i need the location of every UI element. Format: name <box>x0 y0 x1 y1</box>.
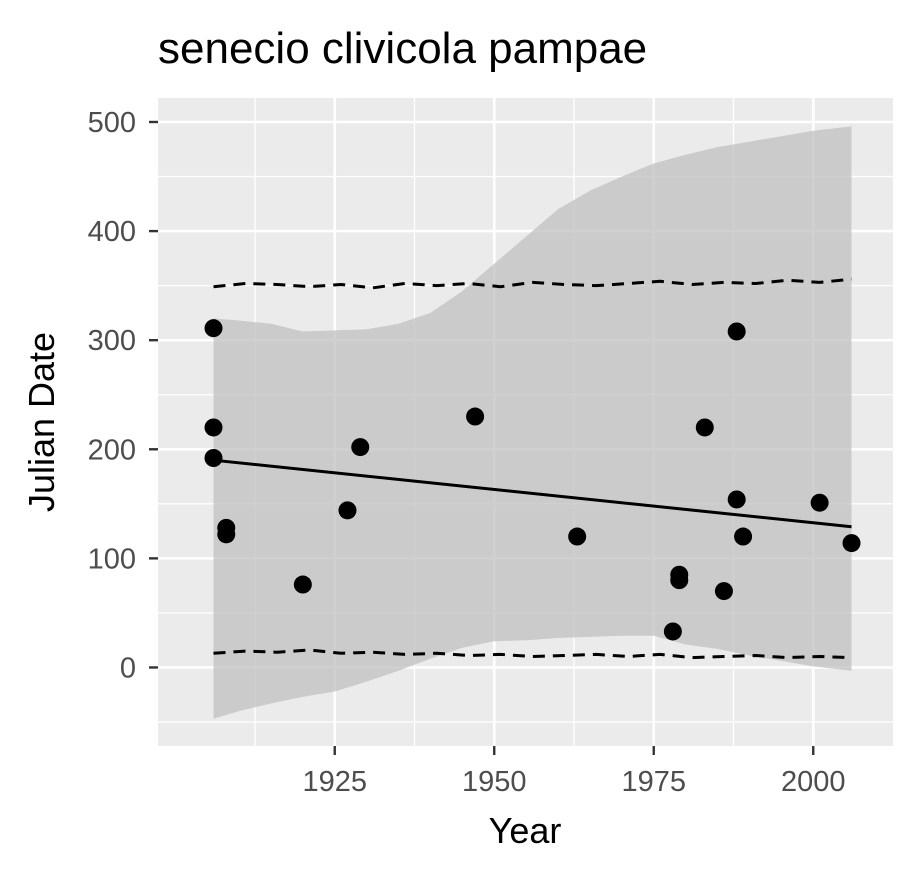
data-point <box>204 449 223 467</box>
data-point <box>670 571 689 590</box>
chart-title: senecio clivicola pampae <box>158 24 647 73</box>
data-point <box>842 534 861 553</box>
data-point <box>204 418 223 437</box>
fit-line <box>213 458 852 529</box>
x-tick-label: 1925 <box>302 766 367 798</box>
data-points <box>204 319 861 641</box>
data-point <box>338 501 357 520</box>
y-tick-label: 0 <box>120 652 136 684</box>
y-tick-label: 100 <box>88 543 136 575</box>
y-tick-label: 500 <box>88 107 136 139</box>
data-point <box>810 493 829 512</box>
x-tick-label: 2000 <box>781 766 846 798</box>
data-point <box>734 527 753 546</box>
data-point <box>695 418 714 437</box>
data-point <box>351 438 370 457</box>
y-axis-title: Julian Date <box>21 332 62 512</box>
data-point <box>217 525 236 544</box>
data-point <box>663 622 682 641</box>
data-point <box>466 407 485 426</box>
confidence-band <box>213 126 852 719</box>
y-tick-label: 400 <box>88 216 136 248</box>
lower-dashed-line <box>213 648 852 660</box>
x-axis: 1925 1950 1975 2000 <box>302 746 846 798</box>
x-axis-title: Year <box>489 810 562 851</box>
x-tick-label: 1975 <box>621 766 686 798</box>
y-axis: 0 100 200 300 400 500 <box>88 107 158 684</box>
data-point <box>727 490 746 509</box>
data-point <box>727 322 746 341</box>
x-tick-label: 1950 <box>462 766 527 798</box>
data-point <box>714 582 733 601</box>
y-tick-label: 200 <box>88 434 136 466</box>
data-point <box>568 527 587 546</box>
upper-dashed-line <box>213 277 852 290</box>
y-tick-label: 300 <box>88 325 136 357</box>
data-point <box>293 575 312 594</box>
data-point <box>204 319 223 338</box>
